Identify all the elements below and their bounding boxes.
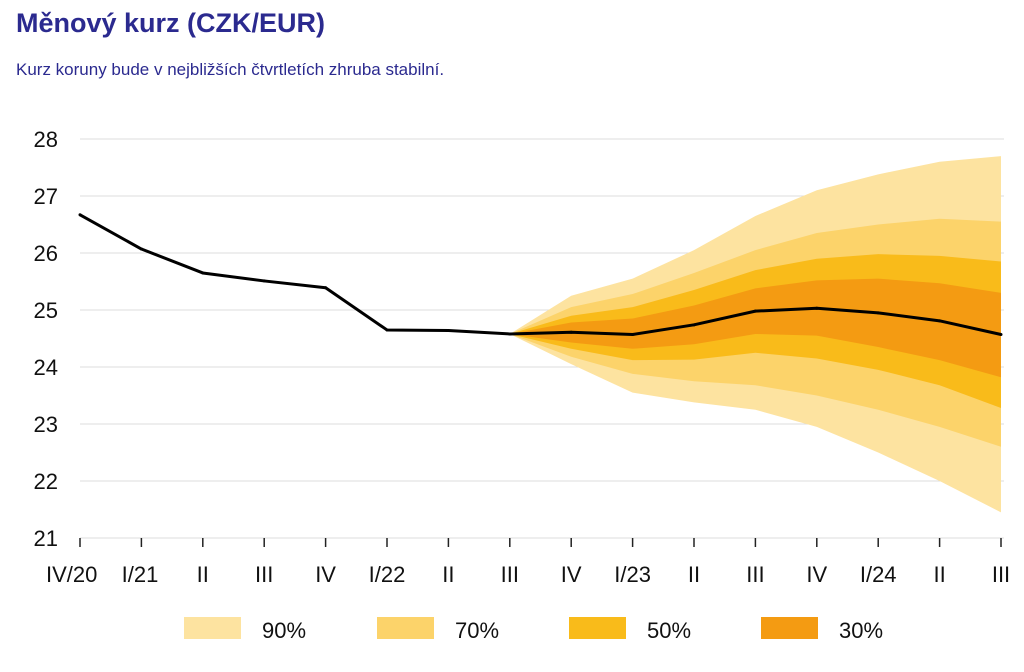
x-tick-label: III bbox=[992, 562, 1010, 587]
fan-bands bbox=[509, 156, 1001, 513]
legend-label: 50% bbox=[647, 618, 691, 643]
line-point bbox=[753, 309, 757, 313]
legend: 90% 70% 50% 30% bbox=[184, 617, 883, 643]
legend-swatch bbox=[377, 617, 434, 639]
x-tick-label: I/22 bbox=[369, 562, 406, 587]
y-axis-ticks: 21 22 23 24 25 26 27 28 bbox=[34, 127, 58, 551]
y-tick-label: 21 bbox=[34, 526, 58, 551]
x-tick-label: II bbox=[442, 562, 454, 587]
legend-label: 90% bbox=[262, 618, 306, 643]
legend-label: 70% bbox=[455, 618, 499, 643]
line-point bbox=[692, 323, 696, 327]
chart-title: Měnový kurz (CZK/EUR) bbox=[16, 8, 326, 38]
chart-subtitle: Kurz koruny bude v nejbližších čtvrtletí… bbox=[16, 60, 445, 79]
line-point bbox=[201, 271, 205, 275]
y-tick-label: 23 bbox=[34, 412, 58, 437]
x-tick-label: IV bbox=[806, 562, 827, 587]
x-tick-label: III bbox=[255, 562, 273, 587]
line-point bbox=[631, 333, 635, 337]
x-tick-label: II bbox=[688, 562, 700, 587]
line-point bbox=[385, 328, 389, 332]
y-tick-label: 26 bbox=[34, 241, 58, 266]
x-tick-label: IV bbox=[315, 562, 336, 587]
line-point bbox=[938, 319, 942, 323]
line-point bbox=[78, 213, 82, 217]
legend-swatch bbox=[761, 617, 818, 639]
y-tick-label: 24 bbox=[34, 355, 58, 380]
y-tick-label: 28 bbox=[34, 127, 58, 152]
x-tick-label: IV/20 bbox=[46, 562, 97, 587]
x-tick-label: III bbox=[501, 562, 519, 587]
y-tick-label: 27 bbox=[34, 184, 58, 209]
x-tick-label: IV bbox=[561, 562, 582, 587]
x-tick-label: I/21 bbox=[122, 562, 159, 587]
x-tick-label: I/23 bbox=[614, 562, 651, 587]
line-point bbox=[262, 279, 266, 283]
x-tick-label: III bbox=[746, 562, 764, 587]
legend-swatch bbox=[184, 617, 241, 639]
line-point bbox=[569, 330, 573, 334]
line-point bbox=[324, 286, 328, 290]
x-tick-label: II bbox=[933, 562, 945, 587]
y-tick-label: 22 bbox=[34, 469, 58, 494]
y-tick-label: 25 bbox=[34, 298, 58, 323]
legend-label: 30% bbox=[839, 618, 883, 643]
line-point bbox=[876, 311, 880, 315]
exchange-rate-line bbox=[79, 213, 1002, 337]
line-point bbox=[508, 332, 512, 336]
line-point bbox=[815, 306, 819, 310]
x-tick-label: I/24 bbox=[860, 562, 897, 587]
line-point bbox=[139, 247, 143, 251]
line-point bbox=[446, 329, 450, 333]
x-tick-label: II bbox=[197, 562, 209, 587]
legend-swatch bbox=[569, 617, 626, 639]
x-axis-ticks: IV/20 I/21 II III IV I/22 II III IV I/23 II III IV I/… bbox=[46, 538, 1010, 587]
fan-band-30pct bbox=[509, 278, 1001, 378]
exchange-rate-line-group bbox=[78, 213, 1003, 337]
line-point bbox=[999, 333, 1003, 337]
